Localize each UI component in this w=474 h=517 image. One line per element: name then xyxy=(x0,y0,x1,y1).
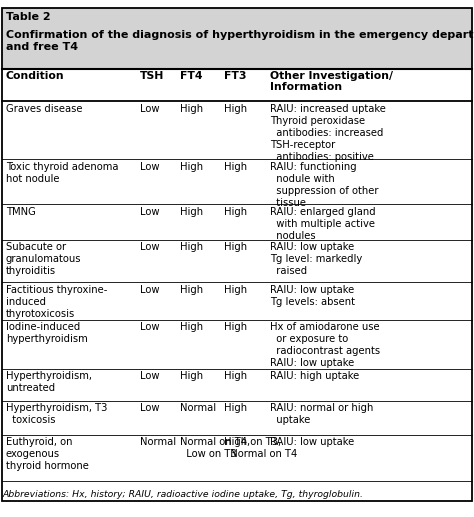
Text: Graves disease: Graves disease xyxy=(6,104,82,114)
Text: High: High xyxy=(180,242,203,252)
Text: TMNG: TMNG xyxy=(6,207,36,217)
Text: FT3: FT3 xyxy=(224,71,246,81)
Text: Euthyroid, on
exogenous
thyroid hormone: Euthyroid, on exogenous thyroid hormone xyxy=(6,437,89,471)
Text: Hyperthyroidism, T3
  toxicosis: Hyperthyroidism, T3 toxicosis xyxy=(6,403,107,425)
Text: Low: Low xyxy=(140,403,159,414)
Text: RAIU: increased uptake
Thyroid peroxidase
  antibodies: increased
TSH-receptor
 : RAIU: increased uptake Thyroid peroxidas… xyxy=(270,104,386,162)
Text: Table 2: Table 2 xyxy=(6,12,50,22)
Text: FT4: FT4 xyxy=(180,71,202,81)
Text: High: High xyxy=(180,284,203,295)
Text: High on T3,
  Normal on T4: High on T3, Normal on T4 xyxy=(224,437,297,459)
Text: High: High xyxy=(224,322,247,332)
Text: Confirmation of the diagnosis of hyperthyroidism in the emergency department usi: Confirmation of the diagnosis of hyperth… xyxy=(6,30,474,52)
Text: Low: Low xyxy=(140,242,159,252)
Text: Normal: Normal xyxy=(140,437,176,447)
Text: High: High xyxy=(224,242,247,252)
Text: RAIU: functioning
  nodule with
  suppression of other
  tissue: RAIU: functioning nodule with suppressio… xyxy=(270,162,379,208)
Text: RAIU: low uptake
Tg level: markedly
  raised: RAIU: low uptake Tg level: markedly rais… xyxy=(270,242,363,277)
Text: High: High xyxy=(224,207,247,217)
Text: Hyperthyroidism,
untreated: Hyperthyroidism, untreated xyxy=(6,371,91,393)
Text: Normal on T4,
  Low on T3: Normal on T4, Low on T3 xyxy=(180,437,250,459)
Text: Low: Low xyxy=(140,207,159,217)
Text: Subacute or
granulomatous
thyroiditis: Subacute or granulomatous thyroiditis xyxy=(6,242,81,277)
Text: High: High xyxy=(180,207,203,217)
Text: RAIU: high uptake: RAIU: high uptake xyxy=(270,371,359,382)
Text: High: High xyxy=(224,403,247,414)
Text: Factitious thyroxine-
induced
thyrotoxicosis: Factitious thyroxine- induced thyrotoxic… xyxy=(6,284,107,318)
Bar xyxy=(2,8,472,69)
Text: High: High xyxy=(224,104,247,114)
Text: Low: Low xyxy=(140,322,159,332)
Text: High: High xyxy=(180,322,203,332)
Text: Low: Low xyxy=(140,162,159,172)
Text: High: High xyxy=(224,162,247,172)
Text: High: High xyxy=(224,371,247,382)
Text: Low: Low xyxy=(140,104,159,114)
Text: Low: Low xyxy=(140,371,159,382)
Text: Condition: Condition xyxy=(6,71,64,81)
Text: Toxic thyroid adenoma
hot nodule: Toxic thyroid adenoma hot nodule xyxy=(6,162,118,184)
Text: Hx of amiodarone use
  or exposure to
  radiocontrast agents
RAIU: low uptake: Hx of amiodarone use or exposure to radi… xyxy=(270,322,380,368)
Text: Low: Low xyxy=(140,284,159,295)
Text: Other Investigation/
Information: Other Investigation/ Information xyxy=(270,71,393,92)
Text: High: High xyxy=(224,284,247,295)
Text: Iodine-induced
hyperthyroidism: Iodine-induced hyperthyroidism xyxy=(6,322,87,344)
Text: RAIU: normal or high
  uptake: RAIU: normal or high uptake xyxy=(270,403,374,425)
Text: High: High xyxy=(180,162,203,172)
Text: RAIU: low uptake: RAIU: low uptake xyxy=(270,437,355,447)
Text: Normal: Normal xyxy=(180,403,216,414)
Text: High: High xyxy=(180,104,203,114)
Text: RAIU: enlarged gland
  with multiple active
  nodules: RAIU: enlarged gland with multiple activ… xyxy=(270,207,376,241)
Text: RAIU: low uptake
Tg levels: absent: RAIU: low uptake Tg levels: absent xyxy=(270,284,355,307)
Text: TSH: TSH xyxy=(140,71,164,81)
Text: Abbreviations: Hx, history; RAIU, radioactive iodine uptake, Tg, thyroglobulin.: Abbreviations: Hx, history; RAIU, radioa… xyxy=(2,490,364,499)
Text: High: High xyxy=(180,371,203,382)
